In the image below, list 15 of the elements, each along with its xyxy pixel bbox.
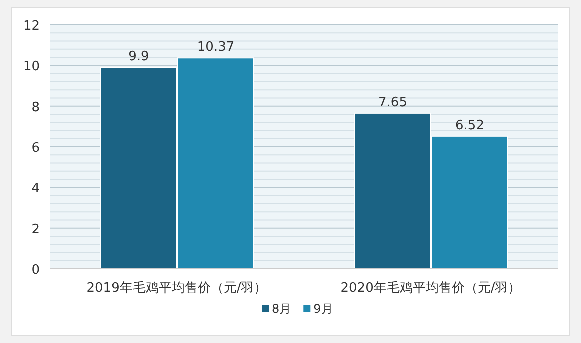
y-tick-label: 6 [32,141,40,156]
y-tick-label: 4 [32,182,40,197]
y-tick-label: 10 [23,60,40,75]
legend-label: 8月 [272,302,292,316]
x-tick-label: 2019年毛鸡平均售价（元/羽） [86,281,268,296]
y-tick-label: 8 [32,100,40,116]
y-tick-label: 2 [32,222,40,238]
legend-label: 9月 [314,302,334,316]
x-tick-label: 2020年毛鸡平均售价（元/羽） [340,281,522,296]
data-label: 10.37 [197,40,235,56]
y-tick-label: 12 [23,19,40,34]
data-label: 7.65 [378,95,408,110]
data-label: 6.52 [456,118,484,134]
data-label: 9.9 [128,50,150,65]
y-tick-label: 0 [32,263,40,278]
